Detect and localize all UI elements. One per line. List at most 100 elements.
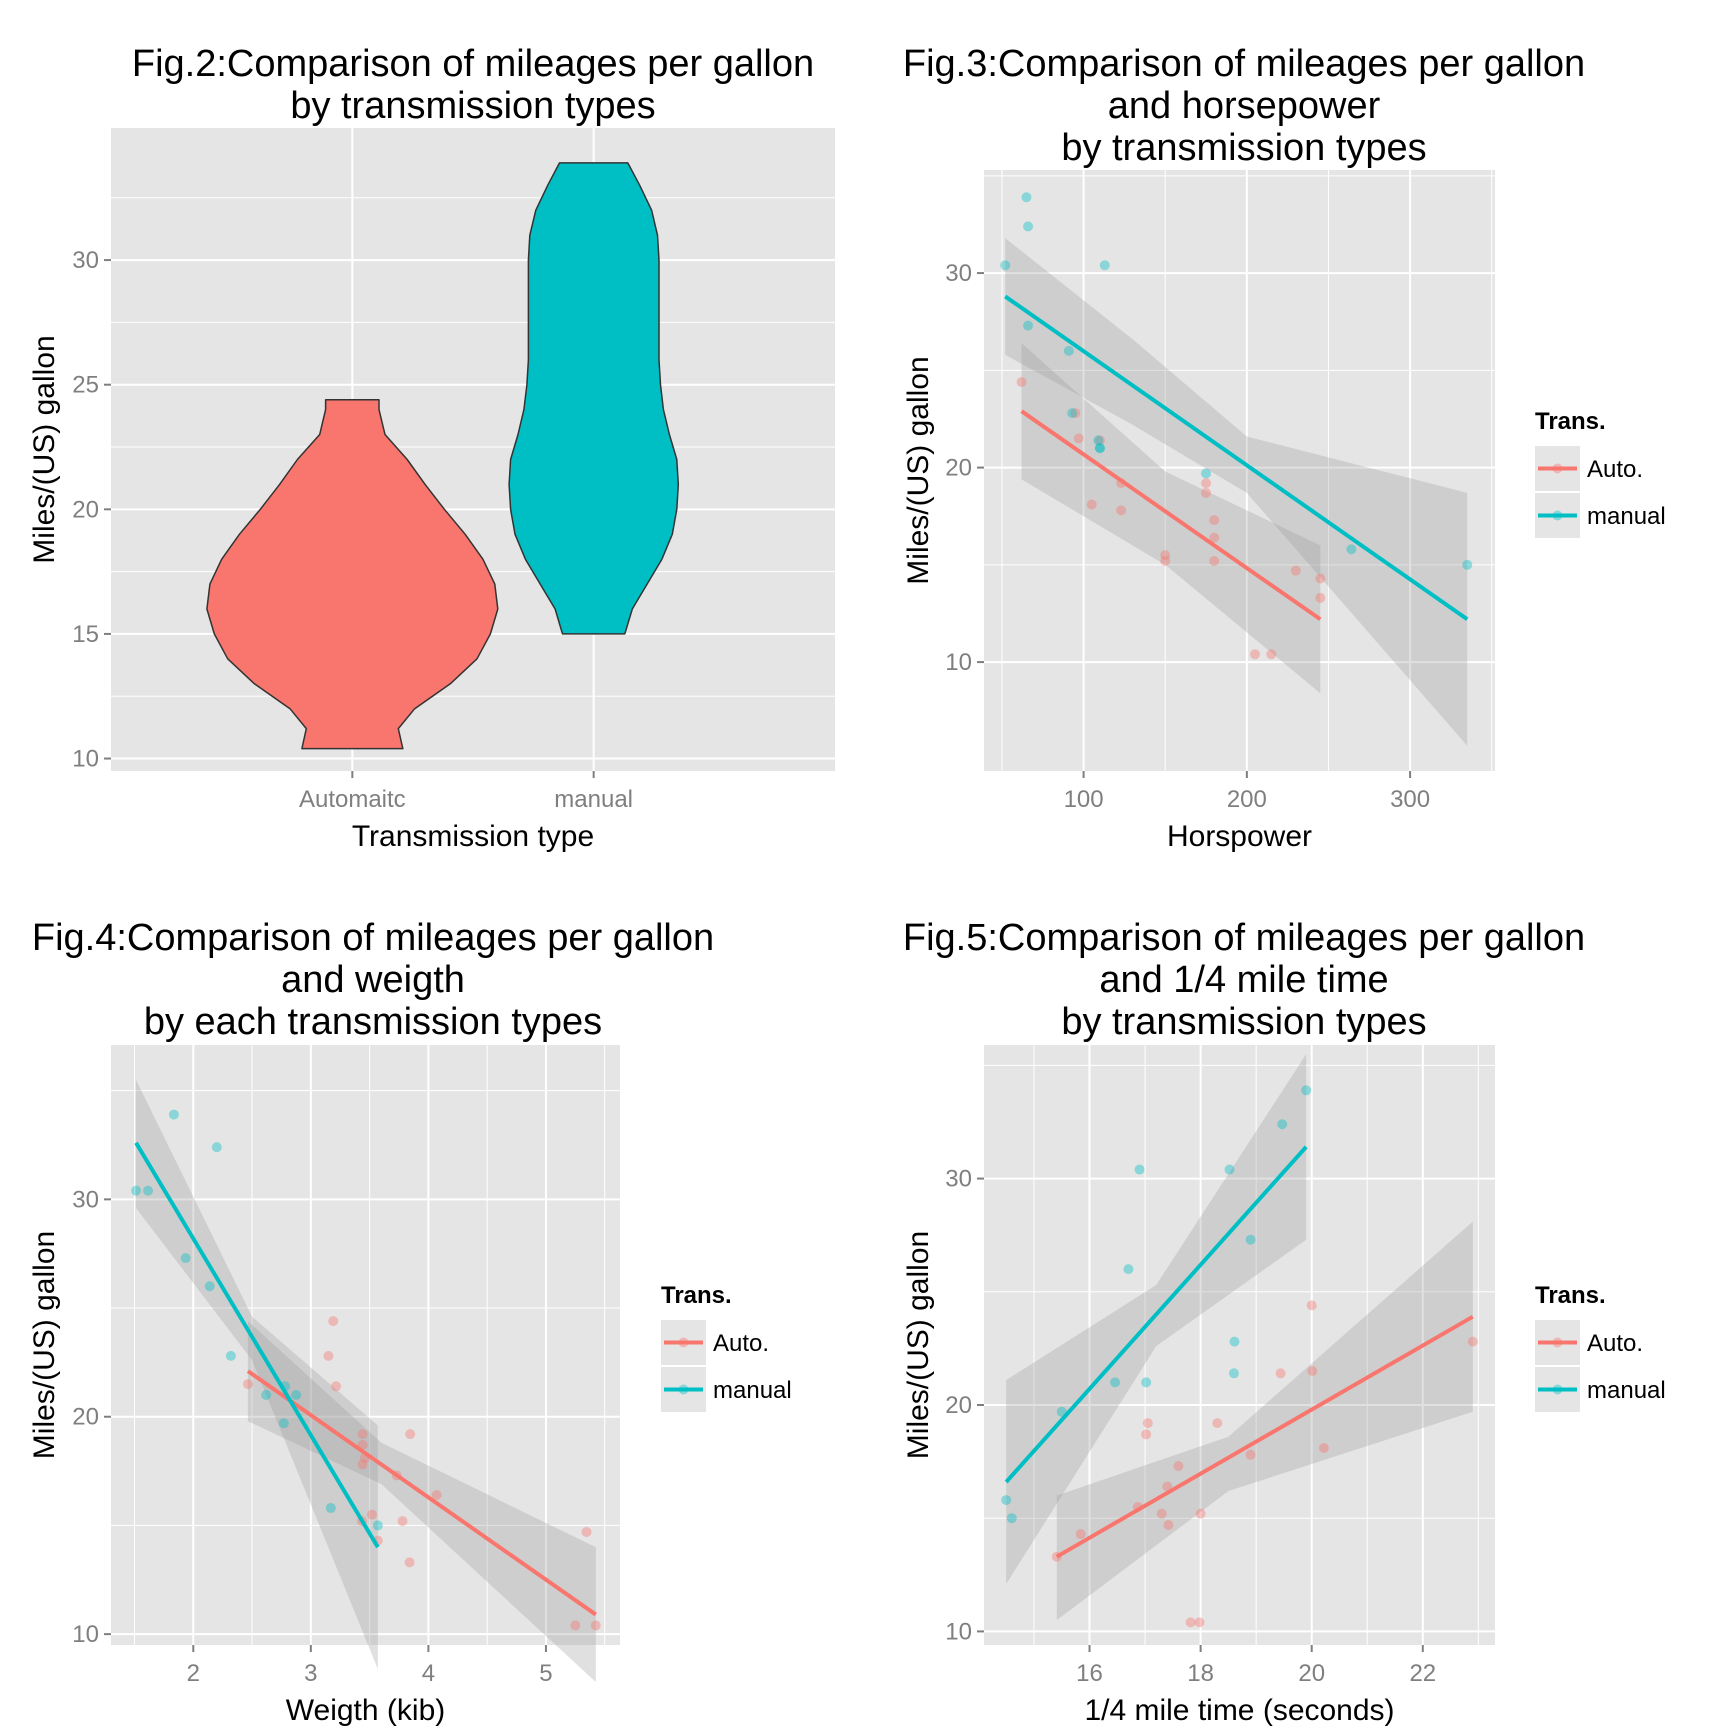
chart-title-line: by transmission types (290, 85, 655, 127)
x-tick-label: 3 (304, 1660, 317, 1687)
data-point-auto (1156, 1508, 1167, 1519)
confidence-band-auto (1021, 343, 1321, 694)
data-point-auto (405, 1429, 416, 1440)
data-point-auto (1275, 1368, 1286, 1379)
x-tick-label: Automaitc (299, 786, 406, 813)
y-tick-label: 20 (945, 1392, 972, 1419)
fit-line-auto (1055, 1314, 1474, 1559)
chart-title-line: Fig.4:Comparison of mileages per gallon (32, 917, 714, 959)
x-axis-title: Transmission type (352, 820, 594, 853)
x-tick-label: 5 (539, 1660, 552, 1687)
legend: Trans. Auto. manual (1535, 1282, 1666, 1412)
data-point-auto (1173, 1461, 1184, 1472)
data-point-auto (1209, 532, 1220, 543)
data-point-auto (1075, 1529, 1086, 1540)
fit-line-manual (134, 1141, 380, 1549)
data-point-auto (1086, 499, 1097, 510)
data-point-manual (204, 1281, 215, 1292)
data-point-auto (1201, 487, 1212, 498)
data-point-auto (1250, 649, 1261, 660)
x-tick-label: 16 (1076, 1660, 1103, 1687)
data-point-auto (323, 1350, 334, 1361)
y-tick-label: 10 (945, 649, 972, 676)
chart-title-line: by transmission types (1061, 1001, 1426, 1043)
y-tick-label: 10 (72, 746, 99, 773)
data-point-auto (404, 1557, 415, 1568)
legend-title: Trans. (1535, 408, 1606, 435)
data-point-auto (1209, 515, 1220, 526)
data-point-auto (1116, 505, 1127, 516)
data-point-manual (1000, 260, 1011, 271)
legend-label: manual (1587, 503, 1666, 530)
data-point-manual (1006, 1513, 1017, 1524)
data-point-manual (1021, 192, 1032, 203)
data-point-manual (1094, 443, 1105, 454)
y-axis-title: Miles/(US) gallon (28, 1231, 61, 1459)
chart-title-line: Fig.3:Comparison of mileages per gallon (903, 43, 1585, 85)
y-tick-label: 20 (945, 455, 972, 482)
data-point-auto (331, 1381, 342, 1392)
data-point-manual (325, 1503, 336, 1514)
data-point-manual (1110, 1377, 1121, 1388)
violin-manual (508, 162, 680, 635)
data-point-manual (1245, 1234, 1256, 1245)
data-point-manual (291, 1390, 302, 1400)
legend: Trans. Auto. manual (661, 1282, 792, 1412)
data-point-auto (570, 1620, 581, 1631)
data-point-auto (1245, 1449, 1256, 1460)
data-point-auto (1160, 555, 1171, 566)
legend-label: manual (1587, 1377, 1666, 1404)
data-point-auto (366, 1509, 377, 1520)
confidence-band-auto (1056, 1221, 1473, 1621)
data-point-auto (1201, 478, 1212, 489)
y-tick-label: 10 (72, 1621, 99, 1648)
data-point-auto (1209, 555, 1220, 566)
confidence-band-auto (247, 1321, 596, 1682)
data-point-manual (1229, 1336, 1240, 1347)
y-tick-label: 30 (945, 1166, 972, 1193)
plot-panel (111, 1045, 620, 1645)
fit-line-manual (1004, 1145, 1308, 1484)
y-tick-label: 30 (945, 260, 972, 287)
data-point-auto (1315, 573, 1326, 584)
grid (111, 1045, 620, 1645)
data-point-auto (1016, 377, 1027, 388)
chart-title-line: Fig.5:Comparison of mileages per gallon (903, 917, 1585, 959)
data-point-manual (1141, 1377, 1152, 1388)
y-tick-label: 10 (945, 1618, 972, 1645)
chart-3: 10 20 30 2 3 4 5 Fig.4:Comparison of mileages p… (28, 917, 792, 1727)
grid (984, 1045, 1495, 1645)
chart-title-line: Fig.2:Comparison of mileages per gallon (132, 43, 814, 85)
legend-label: Auto. (1587, 456, 1643, 483)
x-tick-label: 4 (422, 1660, 435, 1687)
data-point-auto (1290, 565, 1301, 576)
chart-2: 10 20 30 100 200 300 Fig.3:Comparison of milea… (902, 43, 1666, 853)
chart-title-line: and horsepower (1108, 85, 1381, 127)
x-axis-title: Weigth (kib) (286, 1694, 446, 1727)
data-point-auto (1070, 408, 1081, 419)
data-point-manual (1346, 544, 1357, 555)
y-axis-title: Miles/(US) gallon (28, 335, 61, 563)
y-tick-label: 30 (72, 1186, 99, 1213)
confidence-band-manual (1005, 238, 1468, 746)
x-tick-label: 2 (187, 1660, 200, 1687)
data-point-manual (1063, 345, 1074, 356)
x-tick-label: 22 (1409, 1660, 1436, 1687)
data-point-auto (1162, 1481, 1173, 1492)
data-point-manual (372, 1520, 383, 1531)
plot-panel (984, 1045, 1495, 1645)
data-point-manual (1228, 1368, 1239, 1379)
y-tick-label: 20 (72, 1404, 99, 1431)
x-tick-label: 200 (1227, 786, 1267, 813)
chart-title-line: and weigth (281, 959, 465, 1001)
data-point-auto (1195, 1508, 1206, 1519)
chart-title-line: by transmission types (1061, 127, 1426, 169)
data-point-auto (1467, 1336, 1478, 1347)
data-point-auto (1266, 649, 1277, 660)
x-tick-label: 18 (1187, 1660, 1214, 1687)
data-point-manual (131, 1185, 142, 1196)
data-point-manual (1201, 468, 1212, 479)
x-tick-label: 100 (1064, 786, 1104, 813)
chart-1: 10 15 20 25 30 Automaitc manual Fig.2:Compariso… (28, 43, 835, 853)
data-point-auto (1160, 550, 1171, 561)
